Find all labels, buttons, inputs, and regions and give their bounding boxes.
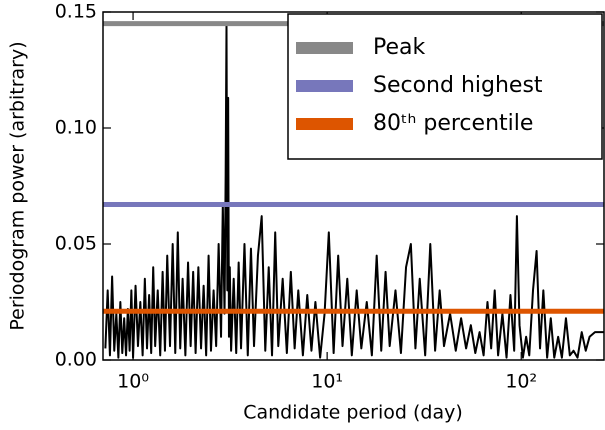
legend-label: Peak	[373, 35, 425, 60]
x-tick-label: 10¹	[311, 371, 343, 393]
data-line	[104, 22, 604, 359]
y-axis-label: Periodogram power (arbitrary)	[7, 41, 29, 330]
legend-label: 80ᵗʰ percentile	[373, 111, 533, 136]
y-tick-label: 0.00	[55, 349, 97, 371]
x-axis-label: Candidate period (day)	[243, 402, 463, 424]
y-tick-label: 0.10	[55, 117, 97, 139]
y-tick-label: 0.15	[55, 1, 97, 23]
x-tick-label: 10⁰	[117, 371, 149, 393]
plot-frame	[102, 11, 605, 361]
x-tick-label: 10²	[505, 371, 537, 393]
y-tick-label: 0.05	[55, 233, 97, 255]
legend-label: Second highest	[373, 73, 543, 98]
